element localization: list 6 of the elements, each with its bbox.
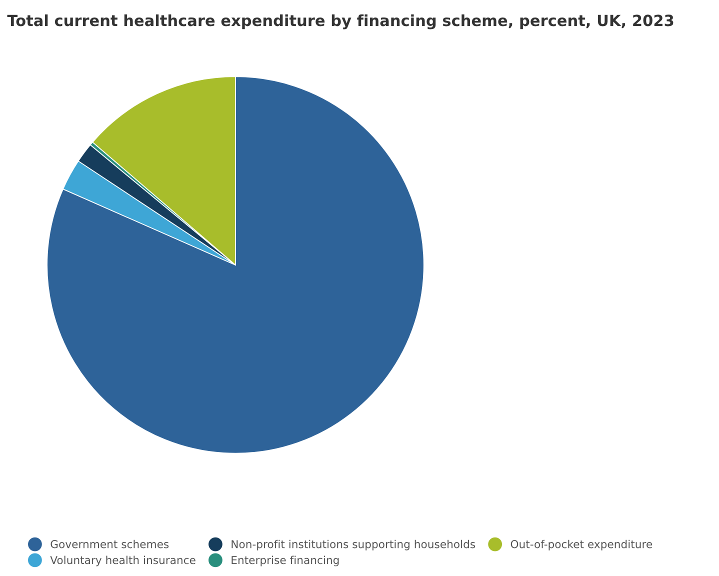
legend-label: Non-profit institutions supporting households <box>232 540 476 550</box>
legend-label: Out-of-pocket expenditure <box>510 540 652 550</box>
legend-label: Government schemes <box>50 540 169 548</box>
legend-label: Voluntary health insurance <box>50 556 196 566</box>
legend-label: Enterprise financing <box>232 556 339 566</box>
chart-title: Total current healthcare expenditure by financing scheme, percent, UK, 2023 <box>7 14 674 30</box>
